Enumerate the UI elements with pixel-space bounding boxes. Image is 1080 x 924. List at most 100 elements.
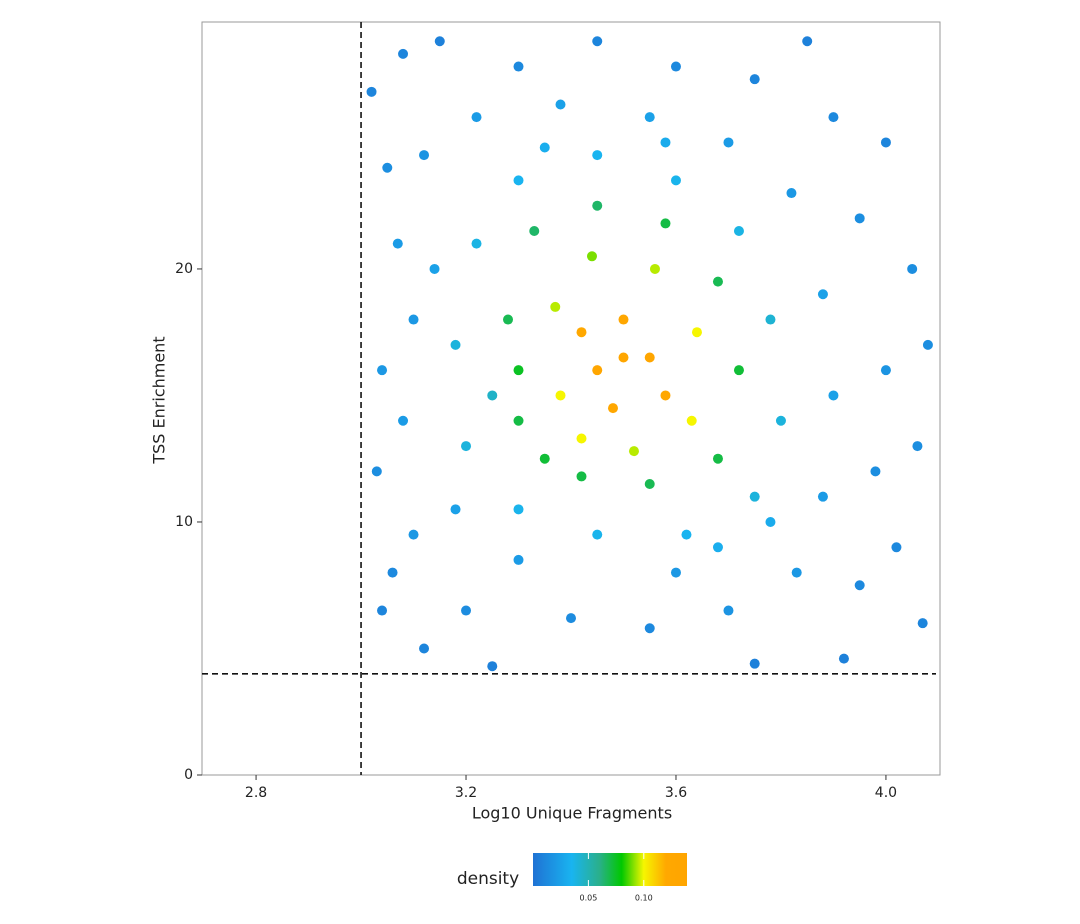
- point: [786, 188, 797, 199]
- point: [419, 150, 430, 161]
- point: [670, 567, 681, 578]
- point: [461, 605, 472, 616]
- point: [377, 365, 388, 376]
- point: [828, 112, 839, 123]
- point: [670, 61, 681, 72]
- point: [550, 301, 561, 312]
- point: [628, 446, 639, 457]
- point: [366, 86, 377, 97]
- point: [513, 415, 524, 426]
- point: [712, 453, 723, 464]
- point: [775, 415, 786, 426]
- point: [471, 238, 482, 249]
- point: [838, 653, 849, 664]
- point: [723, 605, 734, 616]
- point: [733, 365, 744, 376]
- point: [765, 516, 776, 527]
- point: [660, 390, 671, 401]
- y-tick-label: 20: [175, 261, 193, 277]
- point: [880, 137, 891, 148]
- point: [555, 99, 566, 110]
- point: [450, 504, 461, 515]
- point: [644, 112, 655, 123]
- point: [513, 504, 524, 515]
- point: [576, 433, 587, 444]
- point: [917, 618, 928, 629]
- colorbar: [533, 853, 687, 886]
- point: [392, 238, 403, 249]
- point: [592, 36, 603, 47]
- point: [576, 471, 587, 482]
- point: [513, 61, 524, 72]
- point: [434, 36, 445, 47]
- point: [377, 605, 388, 616]
- point: [539, 142, 550, 153]
- point: [749, 658, 760, 669]
- point: [828, 390, 839, 401]
- point: [566, 613, 576, 624]
- point: [576, 327, 587, 338]
- point: [649, 263, 660, 274]
- point: [749, 74, 760, 85]
- point: [529, 225, 540, 236]
- point: [749, 491, 760, 502]
- plot-frame: [201, 21, 941, 776]
- point: [513, 554, 524, 565]
- point: [513, 365, 524, 376]
- point: [681, 529, 692, 540]
- point: [398, 415, 409, 426]
- point: [644, 623, 655, 634]
- point: [670, 175, 681, 186]
- point: [398, 48, 409, 59]
- point: [870, 466, 881, 477]
- point: [686, 415, 697, 426]
- point: [419, 643, 430, 654]
- point: [408, 529, 419, 540]
- x-tick-label: 3.6: [665, 785, 687, 801]
- colorbar-tick-label: 0.10: [635, 894, 653, 903]
- point: [691, 327, 702, 338]
- x-tick-label: 3.2: [455, 785, 477, 801]
- point: [371, 466, 382, 477]
- point: [660, 218, 671, 229]
- point: [429, 263, 440, 274]
- y-tick-label: 0: [184, 767, 193, 783]
- point: [880, 365, 891, 376]
- x-tick-label: 4.0: [875, 785, 897, 801]
- point: [854, 580, 865, 591]
- point: [802, 36, 813, 47]
- point: [660, 137, 671, 148]
- point: [912, 441, 923, 452]
- point: [618, 352, 629, 363]
- point: [618, 314, 629, 325]
- point: [503, 314, 514, 325]
- point: [592, 150, 603, 161]
- point: [644, 352, 655, 363]
- point: [644, 479, 655, 490]
- point: [592, 529, 603, 540]
- point: [733, 225, 744, 236]
- x-tick-label: 2.8: [245, 785, 267, 801]
- point: [712, 276, 723, 287]
- y-tick-label: 10: [175, 514, 193, 530]
- point: [922, 339, 933, 350]
- point: [607, 403, 618, 414]
- point: [382, 162, 393, 173]
- point: [461, 441, 472, 452]
- points: [366, 36, 933, 672]
- point: [408, 314, 419, 325]
- point: [723, 137, 734, 148]
- point: [450, 339, 461, 350]
- legend-title: density: [457, 869, 519, 889]
- point: [539, 453, 550, 464]
- point: [387, 567, 398, 578]
- point: [471, 112, 482, 123]
- point: [592, 365, 603, 376]
- point: [513, 175, 524, 186]
- point: [907, 263, 918, 274]
- y-axis-label: TSS Enrichment: [150, 336, 169, 464]
- point: [791, 567, 802, 578]
- point: [712, 542, 723, 553]
